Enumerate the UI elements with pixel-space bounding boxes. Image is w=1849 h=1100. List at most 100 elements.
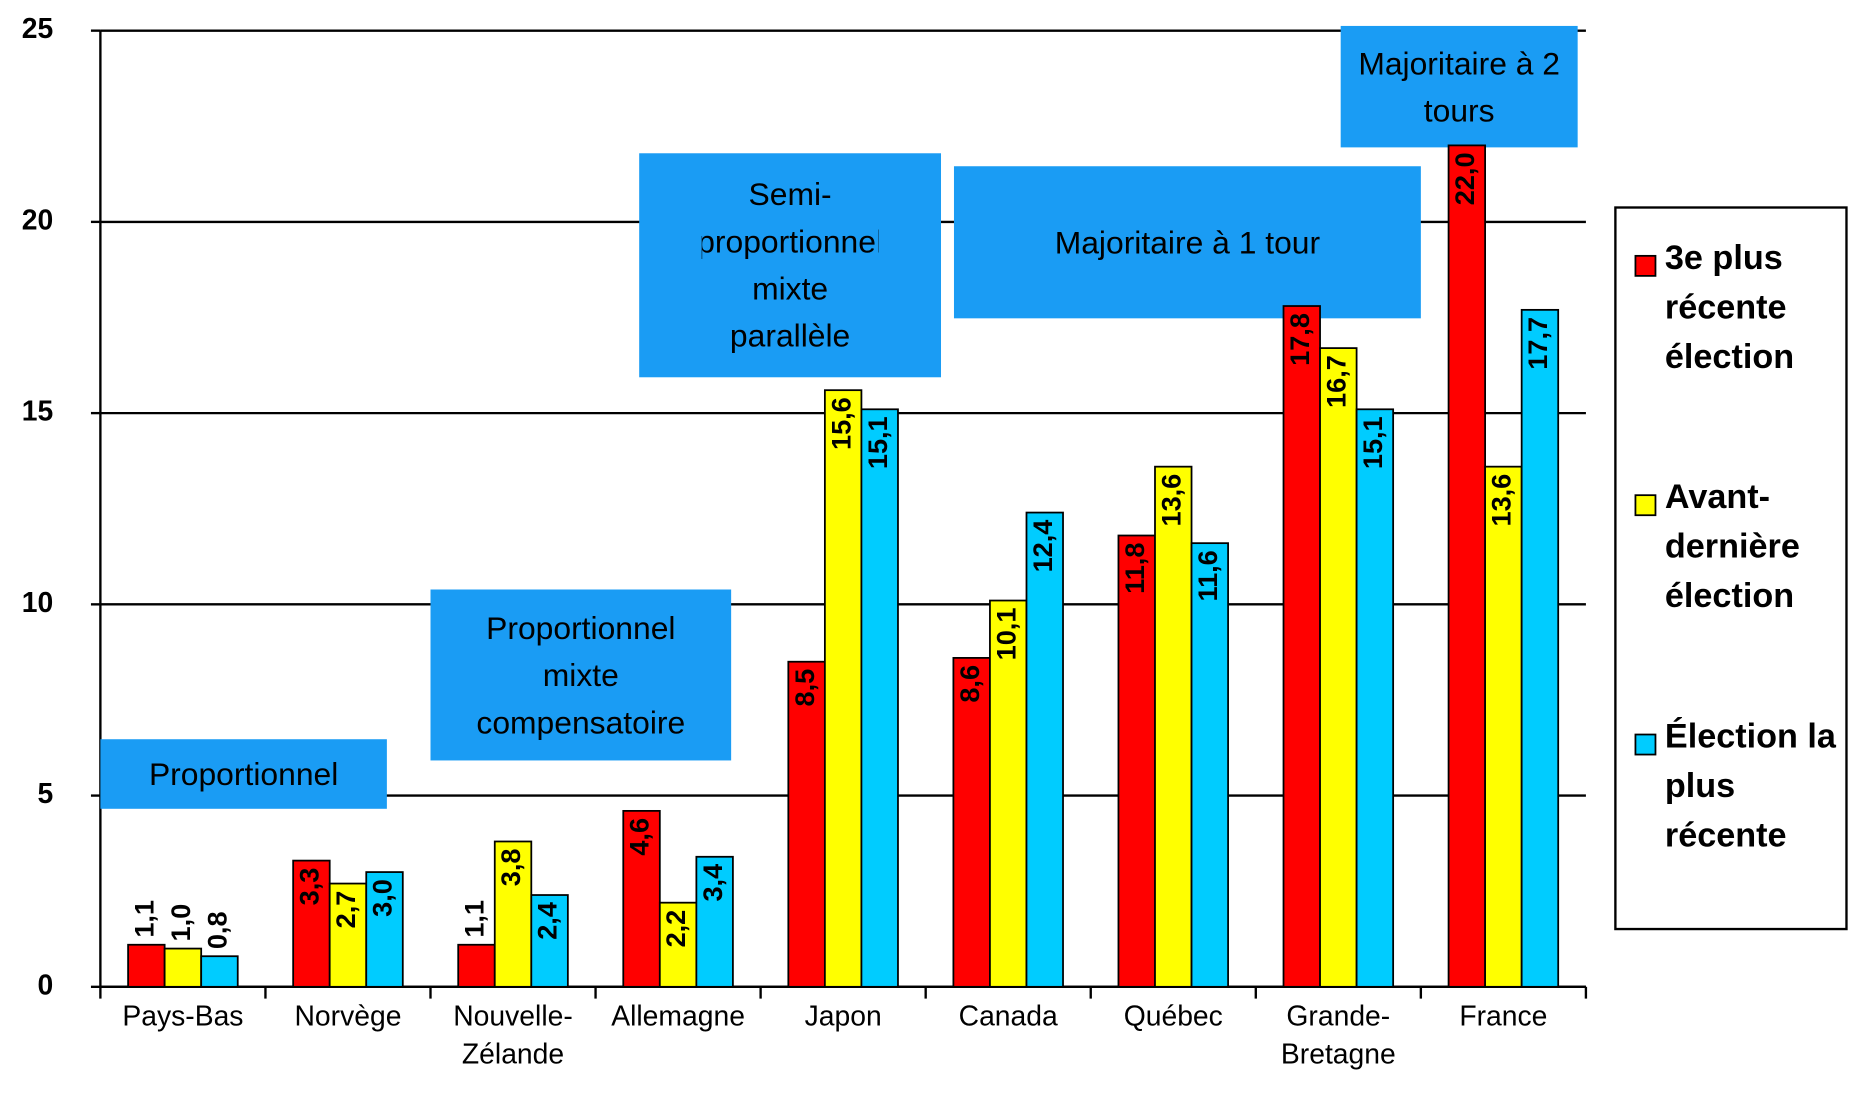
bar [1520, 308, 1560, 988]
data-label: 0,8 [202, 911, 233, 949]
legend-swatch [1634, 733, 1657, 756]
bar [292, 859, 331, 988]
legend-swatch [1634, 254, 1657, 277]
bar [365, 871, 404, 988]
data-label: 8,6 [954, 665, 985, 703]
bar [457, 943, 496, 988]
x-tick-label-box: Nouvelle-Zélande [453, 1000, 573, 1071]
data-label: 2,2 [660, 910, 691, 948]
x-tick-label-box: Pays-Bas [122, 1000, 244, 1033]
legend-label-box: 3e plus récente élection [1664, 239, 1795, 377]
bar [1282, 305, 1321, 988]
x-tick-label-box: Canada [958, 1000, 1058, 1033]
legend-label: Avant-dernière élection [1664, 478, 1800, 616]
data-label: 15,1 [1357, 416, 1388, 469]
bar [163, 947, 203, 988]
annotation: Proportionnel mixte compensatoire [476, 610, 686, 740]
data-label: 2,4 [532, 902, 563, 940]
bar [127, 943, 166, 988]
data-label: 11,8 [1119, 543, 1150, 594]
y-tick-label: 15 [22, 395, 53, 427]
x-tick-label-box: Japon [804, 1000, 882, 1033]
y-tick-label: 0 [37, 968, 53, 1000]
x-tick-label-box: France [1459, 1000, 1548, 1033]
bar [823, 389, 863, 988]
annotation: Majoritaire à 1 tour [1054, 224, 1321, 260]
data-label: 15,6 [825, 397, 856, 450]
x-tick-label: France [1459, 1000, 1548, 1033]
bar [1319, 347, 1358, 988]
legend-label: 3e plus récente élection [1664, 239, 1795, 377]
bar [989, 599, 1028, 988]
x-tick-label: Grande-Bretagne [1280, 1000, 1396, 1071]
annotation-bg [430, 589, 732, 761]
x-tick-label: Japon [804, 1000, 882, 1033]
x-tick-label: Nouvelle-Zélande [453, 1000, 573, 1071]
data-label: 2,7 [330, 891, 361, 929]
bar [1154, 465, 1193, 988]
data-label: 3,4 [697, 864, 728, 902]
bar [658, 901, 698, 988]
annotation-bg [639, 153, 942, 378]
x-tick-label-box: Québec [1123, 1000, 1223, 1033]
x-tick-label: Canada [958, 1000, 1058, 1033]
annotation-box: Majoritaire à 2 tours [1358, 45, 1561, 128]
bar [695, 855, 734, 988]
bar [622, 809, 661, 988]
data-label: 22,0 [1449, 152, 1480, 205]
data-label: 11,6 [1192, 550, 1223, 601]
legend-label-box: Avant-dernière élection [1664, 478, 1800, 616]
data-label: 1,0 [165, 904, 196, 942]
bar [493, 840, 533, 988]
data-label: 12,4 [1027, 520, 1058, 573]
annotation: Semi-proportionnel mixte parallèle [701, 176, 879, 354]
data-label: 17,7 [1522, 317, 1553, 370]
bar [860, 408, 899, 988]
x-tick-label: Pays-Bas [122, 1000, 244, 1033]
annotation-box: Majoritaire à 1 tour [1054, 224, 1321, 260]
data-label: 4,6 [624, 818, 655, 856]
data-label: 17,8 [1284, 313, 1315, 366]
data-label: 1,1 [129, 900, 160, 938]
bar [200, 955, 239, 988]
data-label: 3,0 [367, 879, 398, 917]
bar [1355, 408, 1395, 988]
y-tick-label: 25 [22, 12, 53, 44]
y-tick-label: 20 [22, 203, 53, 235]
annotation: Majoritaire à 2 tours [1358, 45, 1561, 128]
annotation-bg [100, 739, 387, 809]
legend-box [1614, 206, 1848, 931]
data-label: 15,1 [862, 416, 893, 469]
x-tick-label-box: Norvège [294, 1000, 402, 1033]
annotation-box: Proportionnel [148, 756, 339, 792]
annotation-bg [953, 166, 1421, 319]
annotation: Proportionnel [148, 756, 339, 792]
x-tick-label-box: Grande-Bretagne [1280, 1000, 1396, 1071]
x-tick-label: Norvège [294, 1000, 402, 1033]
bar [530, 894, 569, 988]
annotation-box: Semi-proportionnel mixte parallèle [701, 176, 879, 354]
bar [1117, 534, 1156, 988]
bar [952, 657, 991, 988]
legend-swatch [1634, 494, 1657, 517]
data-label: 1,1 [459, 900, 490, 938]
legend-label: Élection la plus récente [1664, 718, 1836, 855]
data-label: 3,3 [294, 868, 325, 906]
x-tick-label-box: Allemagne [611, 1000, 745, 1033]
bar [1190, 542, 1229, 988]
data-label: 16,7 [1320, 355, 1351, 408]
data-label: 3,8 [495, 849, 526, 887]
data-label: 10,1 [990, 608, 1021, 661]
bar [1484, 465, 1523, 988]
data-label: 13,6 [1486, 474, 1517, 527]
x-tick-label: Allemagne [611, 1000, 745, 1033]
bar [1025, 511, 1064, 988]
data-label: 8,5 [789, 669, 820, 707]
bar [787, 660, 826, 988]
x-tick-label: Québec [1123, 1000, 1223, 1033]
data-label: 13,6 [1155, 474, 1186, 527]
annotation-bg [1340, 25, 1578, 148]
y-tick-label: 10 [22, 586, 53, 618]
legend-label-box: Élection la plus récente [1664, 718, 1836, 855]
